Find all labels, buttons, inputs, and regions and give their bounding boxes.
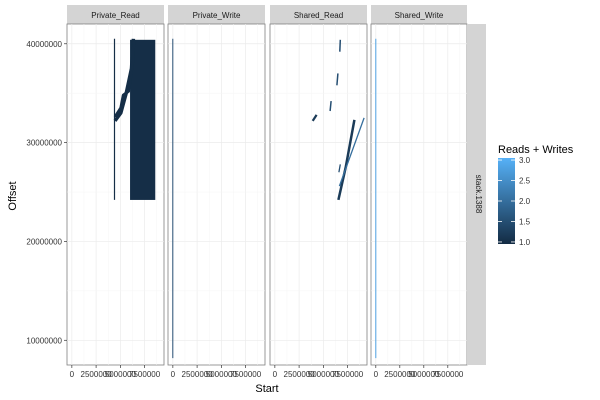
x-tick-label: 0 [273, 370, 278, 379]
x-tick-label: 0 [374, 370, 379, 379]
y-axis-title: Offset [7, 181, 19, 210]
row-strip-label: stack.1388 [474, 175, 483, 214]
data-trace [336, 73, 339, 86]
legend-colorbar [498, 158, 515, 244]
y-tick-label: 20000000 [26, 237, 62, 246]
y-axis: 10000000 20000000 30000000 40000000 [26, 40, 67, 345]
legend-title: Reads + Writes [498, 144, 574, 156]
facet-strip-label: Private_Read [91, 11, 139, 20]
facet-strip [168, 5, 265, 24]
facet-panel-private-read: Private_Read [66, 5, 165, 366]
panels-layer: Private_Read Private_Write Shared_Read Shar… [66, 5, 468, 366]
legend-tick-label: 1.0 [519, 238, 531, 247]
data-trace [113, 40, 136, 118]
facet-strip-label: Private_Write [193, 11, 241, 20]
facet-panel-private-write: Private_Write [167, 5, 266, 366]
data-trace [339, 39, 342, 52]
legend-tick-label: 2.0 [519, 197, 531, 206]
legend-tick-label: 3.0 [519, 156, 531, 165]
x-tick-label: 2500000 [182, 370, 214, 379]
facet-panel-shared-write: Shared_Write [370, 5, 468, 366]
row-strip-background [467, 24, 486, 365]
x-tick-label: 2500000 [384, 370, 416, 379]
facet-panel-shared-read: Shared_Read [269, 5, 368, 366]
panel-background [370, 23, 468, 366]
facet-strip [67, 5, 164, 24]
x-tick-label: 7500000 [332, 370, 364, 379]
legend: Reads + Writes 1.0 1.5 2.0 2.5 3.0 [498, 144, 574, 247]
facet-strip-label: Shared_Read [294, 11, 343, 20]
y-tick-label: 30000000 [26, 139, 62, 148]
x-tick-label: 2500000 [284, 370, 316, 379]
x-tick-label: 5000000 [408, 370, 440, 379]
panel-gridlines [371, 24, 467, 365]
panel-gridlines [270, 24, 367, 365]
panel-background [167, 23, 266, 366]
y-tick-label: 40000000 [26, 40, 62, 49]
x-tick-label: 5000000 [206, 370, 238, 379]
x-tick-label: 7500000 [129, 370, 161, 379]
row-strip: stack.1388 [467, 24, 486, 365]
data-block [130, 39, 156, 200]
x-tick-label: 0 [171, 370, 176, 379]
x-tick-label: 5000000 [308, 370, 340, 379]
x-tick-label: 2500000 [81, 370, 113, 379]
x-axis-title: Start [255, 383, 278, 395]
data-trace [338, 117, 365, 187]
data-trace [329, 101, 332, 112]
x-tick-label: 7500000 [230, 370, 262, 379]
facet-strip-label: Shared_Write [395, 11, 444, 20]
data-trace [311, 114, 318, 122]
data-trace [338, 164, 341, 173]
y-tick-label: 10000000 [26, 336, 62, 345]
panel-background [269, 23, 368, 366]
x-tick-label: 7500000 [432, 370, 464, 379]
legend-tick-label: 1.5 [519, 217, 531, 226]
x-tick-label: 5000000 [105, 370, 137, 379]
facet-strip [270, 5, 367, 24]
x-tick-label: 0 [70, 370, 75, 379]
legend-tick-label: 2.5 [519, 177, 531, 186]
facet-strip [371, 5, 467, 24]
